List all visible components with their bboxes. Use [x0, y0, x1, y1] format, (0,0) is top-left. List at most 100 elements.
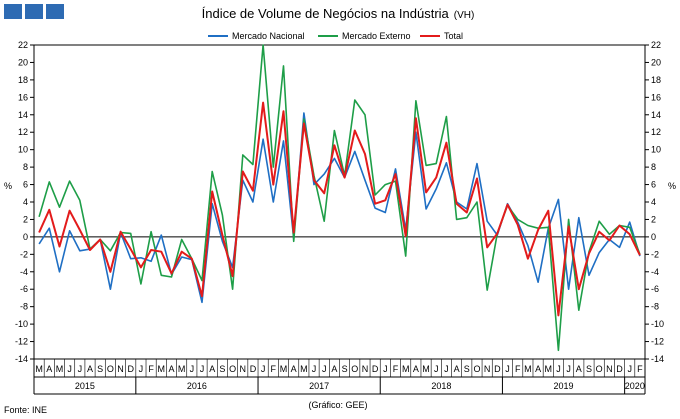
x-tick-label: O [596, 364, 603, 374]
source-note: Fonte: INE [4, 405, 47, 415]
y-tick-label-left: 20 [18, 57, 28, 67]
y-tick-label-left: 8 [23, 162, 28, 172]
y-axis-label-left: % [4, 181, 12, 191]
x-tick-label: A [413, 364, 419, 374]
x-tick-label: F [393, 364, 399, 374]
x-tick-label: J [556, 364, 561, 374]
x-tick-label: J [312, 364, 317, 374]
x-tick-label: J [190, 364, 195, 374]
x-tick-label: M [422, 364, 430, 374]
y-tick-label-right: 20 [651, 57, 661, 67]
x-tick-label: D [372, 364, 379, 374]
y-tick-label-right: -14 [651, 354, 664, 364]
x-tick-label: J [78, 364, 83, 374]
y-tick-label-left: 4 [23, 197, 28, 207]
x-tick-label: F [148, 364, 154, 374]
year-label: 2020 [625, 381, 645, 391]
x-tick-label: J [434, 364, 439, 374]
y-tick-label-right: -8 [651, 302, 659, 312]
x-tick-label: M [158, 364, 166, 374]
x-tick-label: J [627, 364, 632, 374]
y-tick-label-right: 0 [651, 232, 656, 242]
x-tick-label: J [444, 364, 449, 374]
x-tick-label: A [291, 364, 297, 374]
x-tick-label: S [97, 364, 103, 374]
y-tick-label-right: 14 [651, 110, 661, 120]
x-tick-label: A [454, 364, 460, 374]
legend-label: Mercado Nacional [232, 31, 305, 41]
x-tick-label: J [383, 364, 388, 374]
x-tick-label: J [200, 364, 205, 374]
x-tick-label: N [484, 364, 491, 374]
y-tick-label-left: -14 [15, 354, 28, 364]
x-tick-label: A [535, 364, 541, 374]
logo-block [4, 4, 22, 19]
series-line [38, 112, 641, 304]
x-tick-label: A [209, 364, 215, 374]
chart-credit: (Gráfico: GEE) [308, 400, 367, 410]
year-label: 2018 [431, 381, 451, 391]
x-tick-label: S [464, 364, 470, 374]
y-tick-label-left: 0 [23, 232, 28, 242]
x-tick-label: J [67, 364, 72, 374]
x-tick-label: O [229, 364, 236, 374]
x-tick-label: D [494, 364, 501, 374]
x-tick-label: M [545, 364, 553, 374]
x-tick-label: S [342, 364, 348, 374]
x-tick-label: A [87, 364, 93, 374]
x-tick-label: A [46, 364, 52, 374]
y-tick-label-left: 22 [18, 40, 28, 50]
chart-title-main: Índice de Volume de Negócios na Indústri… [202, 6, 450, 21]
x-tick-label: J [322, 364, 327, 374]
y-tick-label-left: 6 [23, 180, 28, 190]
y-tick-label-left: 12 [18, 127, 28, 137]
plot-frame [33, 44, 646, 360]
y-tick-label-right: 18 [651, 75, 661, 85]
y-tick-label-right: 8 [651, 162, 656, 172]
x-tick-label: D [250, 364, 257, 374]
y-tick-label-right: 2 [651, 214, 656, 224]
year-label: 2017 [309, 381, 329, 391]
y-tick-label-left: 16 [18, 92, 28, 102]
legend-label: Total [444, 31, 463, 41]
y-tick-label-left: -4 [20, 267, 28, 277]
x-tick-label: D [127, 364, 134, 374]
y-tick-label-right: 12 [651, 127, 661, 137]
y-tick-label-left: -6 [20, 284, 28, 294]
y-tick-label-left: 2 [23, 214, 28, 224]
chart-title: Índice de Volume de Negócios na Indústri… [202, 6, 475, 21]
logo-block [46, 4, 64, 19]
x-tick-label: A [168, 364, 174, 374]
y-tick-label-right: -6 [651, 284, 659, 294]
x-tick-label: N [606, 364, 613, 374]
y-tick-label-right: 16 [651, 92, 661, 102]
y-tick-label-right: -12 [651, 337, 664, 347]
x-tick-label: M [402, 364, 410, 374]
x-tick-label: F [637, 364, 643, 374]
chart-title-suffix: (VH) [454, 10, 475, 21]
x-tick-label: O [107, 364, 114, 374]
y-tick-label-left: -10 [15, 319, 28, 329]
x-tick-label: N [117, 364, 124, 374]
y-tick-label-left: 18 [18, 75, 28, 85]
y-tick-label-right: -10 [651, 319, 664, 329]
legend-label: Mercado Externo [342, 31, 411, 41]
y-axis-label-right: % [668, 181, 676, 191]
x-tick-label: F [271, 364, 277, 374]
x-tick-label: S [219, 364, 225, 374]
x-tick-label: J [139, 364, 144, 374]
y-tick-label-right: 22 [651, 40, 661, 50]
x-tick-label: N [362, 364, 369, 374]
x-tick-label: S [586, 364, 592, 374]
x-tick-label: M [300, 364, 308, 374]
y-tick-label-left: 10 [18, 145, 28, 155]
x-tick-label: O [473, 364, 480, 374]
y-tick-label-right: 4 [651, 197, 656, 207]
year-label: 2019 [554, 381, 574, 391]
logo-block [25, 4, 43, 19]
ine-logo [4, 4, 64, 19]
y-tick-label-right: 10 [651, 145, 661, 155]
x-tick-label: M [178, 364, 186, 374]
y-tick-label-right: 6 [651, 180, 656, 190]
